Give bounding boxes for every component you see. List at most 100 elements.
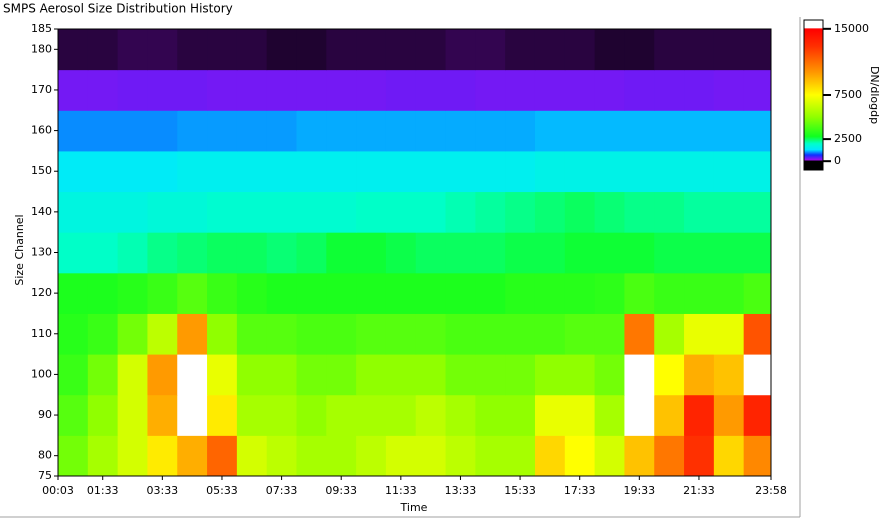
heatmap-cell: [58, 272, 89, 314]
heatmap-cell: [534, 191, 566, 233]
heatmap-cell: [445, 29, 476, 71]
heatmap-cell: [713, 29, 745, 71]
heatmap-cell: [236, 272, 268, 314]
heatmap-cell: [594, 69, 625, 111]
colorbar-tick-label: 0: [834, 154, 841, 167]
heatmap-cell: [445, 150, 476, 193]
heatmap-cell: [594, 191, 625, 233]
heatmap-cell: [475, 313, 506, 355]
heatmap-cell: [713, 191, 745, 233]
heatmap-cell: [594, 29, 625, 71]
heatmap-cell: [207, 191, 238, 233]
heatmap-cell: [743, 394, 772, 436]
heatmap-cell: [534, 150, 566, 193]
heatmap-cell: [415, 435, 447, 477]
heatmap-cell: [445, 191, 476, 233]
heatmap-cell: [236, 110, 268, 152]
heatmap-cell: [505, 191, 536, 233]
heatmap-cell: [385, 232, 417, 274]
heatmap-cell: [654, 191, 685, 233]
heatmap-cell: [177, 232, 208, 274]
heatmap-cell: [266, 435, 297, 477]
x-tick-label: 15:33: [504, 484, 536, 497]
heatmap-cell: [326, 435, 357, 477]
heatmap-cell: [445, 394, 476, 436]
heatmap-cell: [713, 354, 745, 396]
heatmap-cell: [87, 29, 119, 71]
heatmap-cell: [266, 191, 297, 233]
heatmap-cell: [147, 354, 178, 396]
heatmap-cell: [296, 313, 327, 355]
heatmap-cell: [415, 69, 447, 111]
heatmap-cell: [713, 435, 745, 477]
heatmap-cell: [564, 29, 596, 71]
heatmap-cell: [743, 435, 772, 477]
heatmap-cell: [594, 394, 625, 436]
heatmap-cell: [534, 394, 566, 436]
heatmap-cell: [654, 69, 685, 111]
heatmap-cell: [564, 313, 596, 355]
heatmap-cell: [87, 272, 119, 314]
heatmap-cell: [356, 29, 387, 71]
heatmap-cell: [58, 394, 89, 436]
heatmap-cell: [117, 394, 148, 436]
heatmap-cell: [624, 313, 655, 355]
x-tick-label: 17:33: [564, 484, 596, 497]
heatmap-cell: [564, 69, 596, 111]
x-tick-label: 19:33: [623, 484, 655, 497]
heatmap-cell: [713, 150, 745, 193]
heatmap-cell: [87, 232, 119, 274]
heatmap-cell: [654, 354, 685, 396]
heatmap-cell: [505, 435, 536, 477]
heatmap-cell: [684, 232, 715, 274]
heatmap-cell: [445, 232, 476, 274]
heatmap-cell: [296, 69, 327, 111]
heatmap-cell: [207, 313, 238, 355]
heatmap-cell: [117, 313, 148, 355]
heatmap-cell: [87, 394, 119, 436]
heatmap-cell: [445, 435, 476, 477]
heatmap-cell: [266, 29, 297, 71]
colorbar: [803, 19, 824, 171]
heatmap-cell: [505, 110, 536, 152]
heatmap-cell: [356, 272, 387, 314]
heatmap-cell: [445, 313, 476, 355]
x-tick-label: 13:33: [445, 484, 477, 497]
heatmap-cell: [356, 191, 387, 233]
heatmap-cell: [58, 110, 89, 152]
chart-title: SMPS Aerosol Size Distribution History: [3, 2, 233, 16]
heatmap-cell: [475, 435, 506, 477]
heatmap-cell: [147, 435, 178, 477]
heatmap-cell: [266, 354, 297, 396]
heatmap-cell: [475, 354, 506, 396]
heatmap-cell: [684, 150, 715, 193]
heatmap-cell: [713, 272, 745, 314]
heatmap-cell: [326, 394, 357, 436]
heatmap-cell: [385, 191, 417, 233]
heatmap-cell: [356, 150, 387, 193]
heatmap-cell: [177, 272, 208, 314]
heatmap-cell: [117, 272, 148, 314]
heatmap-cell: [117, 232, 148, 274]
heatmap-cell: [177, 110, 208, 152]
heatmap-cell: [266, 110, 297, 152]
heatmap-cell: [147, 272, 178, 314]
heatmap-cell: [743, 150, 772, 193]
y-tick-label: 120: [31, 286, 52, 299]
heatmap-cell: [147, 232, 178, 274]
heatmap-cell: [684, 435, 715, 477]
heatmap-cell: [743, 29, 772, 71]
heatmap-cell: [684, 354, 715, 396]
colorbar-label: DN/dlogdp: [868, 66, 881, 124]
heatmap-cell: [624, 191, 655, 233]
heatmap-cell: [385, 272, 417, 314]
heatmap-cell: [87, 435, 119, 477]
heatmap-cell: [534, 435, 566, 477]
heatmap-cell: [475, 150, 506, 193]
heatmap-cell: [58, 354, 89, 396]
heatmap-cell: [743, 313, 772, 355]
heatmap-cell: [356, 313, 387, 355]
heatmap-cell: [564, 232, 596, 274]
heatmap-cell: [445, 110, 476, 152]
